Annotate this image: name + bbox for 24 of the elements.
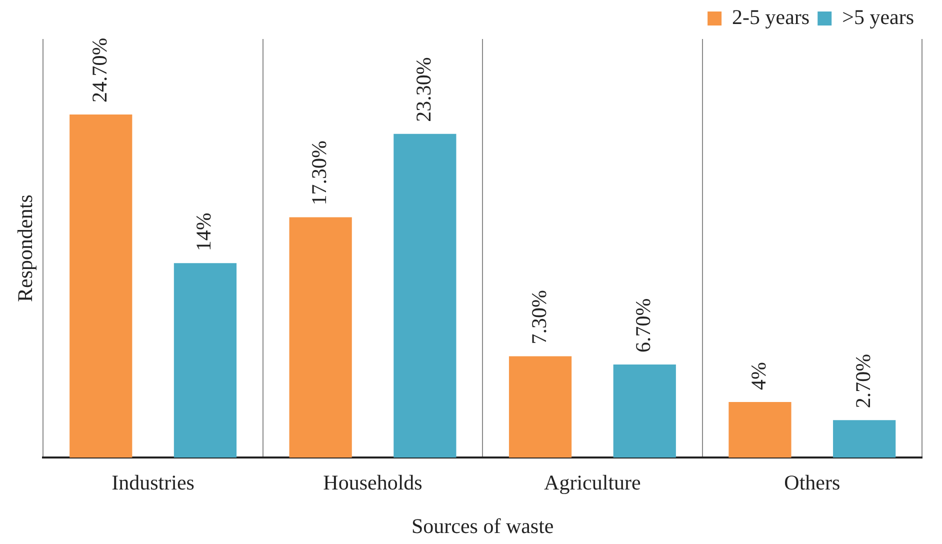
data-label: 2.70% [850, 354, 875, 408]
data-label: 24.70% [87, 38, 112, 102]
x-tick-label: Others [784, 470, 840, 495]
legend-label: 2-5 years [732, 5, 810, 30]
bar [508, 356, 572, 458]
data-label: 17.30% [307, 140, 332, 206]
data-label: 6.70% [631, 298, 656, 353]
bar [70, 114, 132, 458]
bar [174, 263, 237, 458]
bar [394, 134, 456, 458]
bar [289, 217, 352, 458]
bar [728, 402, 792, 458]
data-label: 14% [192, 212, 216, 252]
bar [613, 364, 676, 458]
bar [833, 420, 896, 458]
y-axis-title: Respondents [13, 194, 38, 302]
legend-label: >5 years [842, 5, 914, 30]
data-label: 7.30% [526, 290, 551, 344]
data-label: 23.30% [411, 57, 436, 122]
x-tick-label: Agriculture [544, 470, 641, 495]
x-axis-title: Sources of waste [411, 514, 554, 538]
data-label: 4% [746, 362, 770, 390]
x-tick-label: Households [323, 470, 422, 495]
x-tick-label: Industries [112, 470, 194, 495]
